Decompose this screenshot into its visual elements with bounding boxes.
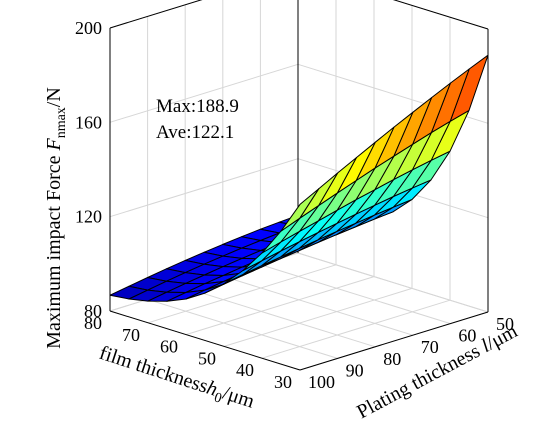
z-tick-label: 160 <box>75 112 102 132</box>
x-tick-label: 60 <box>160 337 178 357</box>
gridline-plating-floor <box>222 275 413 336</box>
frame-top-left-edge <box>109 0 203 29</box>
y-tick-label: 80 <box>383 349 401 369</box>
gridline-force-left-wall <box>109 0 203 29</box>
gridline-plating-floor <box>185 287 376 348</box>
y-tick-label: 90 <box>346 360 364 380</box>
tick-layer: 80 120 160 200 30 40 50 60 70 80 50 60 70 80 90 100 <box>75 18 514 392</box>
x-tick-label: 70 <box>122 325 140 345</box>
gridline-film-floor <box>147 264 337 324</box>
frame-floor-front-right <box>299 311 489 371</box>
z-tick-label: 200 <box>75 18 102 38</box>
frame-top-right-edge <box>392 0 489 30</box>
gridline-film-floor <box>261 299 451 359</box>
y-tick-label: 50 <box>496 314 514 334</box>
gridline-plating-floor <box>147 298 338 359</box>
y-axis-label: Plating thickness l/μm <box>353 320 521 423</box>
x-tick-label: 50 <box>198 348 216 368</box>
gridline-force-left-wall <box>109 63 299 123</box>
frame-floor-front-left <box>109 310 301 371</box>
surface-patch <box>280 188 320 232</box>
y-tick-label: 100 <box>308 372 335 392</box>
x-tick-label: 80 <box>84 313 102 333</box>
grid-layer <box>109 0 489 371</box>
gridline-film-floor <box>185 276 375 336</box>
gridline-force-right-wall <box>392 0 489 30</box>
gridline-force-left-wall <box>109 158 299 218</box>
y-tick-label: 60 <box>458 326 476 346</box>
max-annotation: Max:188.9 <box>156 96 239 117</box>
average-annotation: Ave:122.1 <box>156 122 234 143</box>
gridline-plating-floor <box>260 264 451 325</box>
x-tick-label: 30 <box>274 372 292 392</box>
z-tick-label: 120 <box>75 207 102 227</box>
gridline-plating-floor <box>297 252 489 313</box>
z-tick-label: 80 <box>84 301 102 321</box>
x-tick-label: 40 <box>236 360 254 380</box>
surface-layer <box>109 54 489 302</box>
gridline-film-floor <box>223 287 413 347</box>
z-axis-label: Maximum impact Force Fnmax/N <box>43 87 69 349</box>
y-tick-label: 70 <box>421 337 439 357</box>
